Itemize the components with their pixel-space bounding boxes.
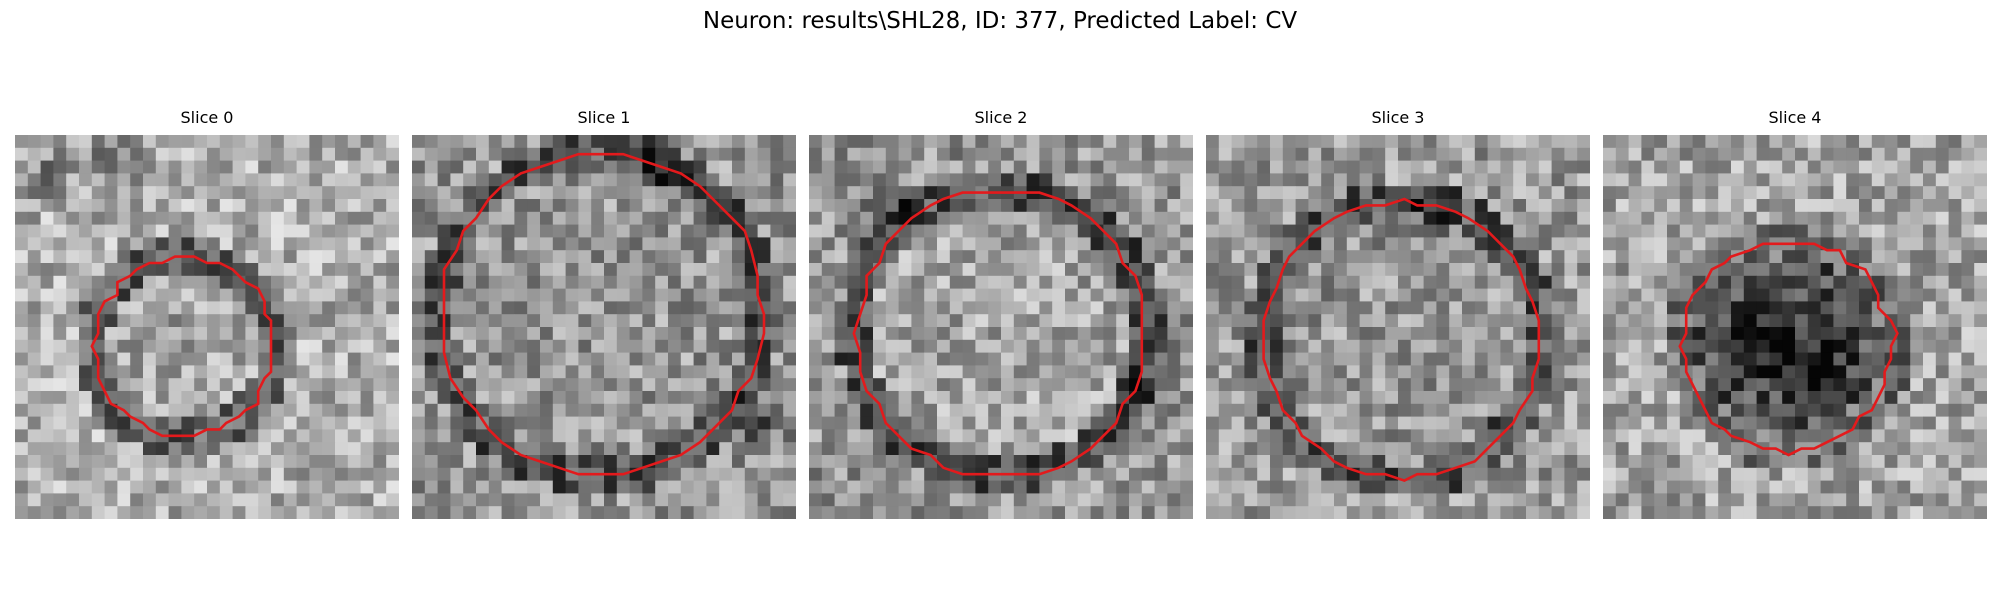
slice-image-4 <box>1603 135 1987 519</box>
slice-image-2 <box>809 135 1193 519</box>
slice-title-0: Slice 0 <box>180 108 234 127</box>
slice-panel-3: Slice 3 <box>1206 108 1590 522</box>
slice-0-svg <box>15 135 399 519</box>
contour-outline <box>442 152 766 476</box>
slice-2-svg <box>809 135 1193 519</box>
slice-image-1 <box>412 135 796 519</box>
slice-panel-1: Slice 1 <box>412 108 796 522</box>
slice-title-2: Slice 2 <box>974 108 1028 127</box>
slice-panel-2: Slice 2 <box>809 108 1193 522</box>
slice-1-svg <box>412 135 796 519</box>
contour-outline <box>1262 197 1541 483</box>
contour-outline <box>90 255 273 438</box>
contour-outline <box>1678 242 1899 457</box>
slice-3-svg <box>1206 135 1590 519</box>
slice-image-3 <box>1206 135 1590 519</box>
figure-title: Neuron: results\SHL28, ID: 377, Predicte… <box>702 8 1298 34</box>
contour-outline <box>852 191 1144 476</box>
slice-title-4: Slice 4 <box>1768 108 1822 127</box>
slice-panel-0: Slice 0 <box>15 108 399 522</box>
slice-title-3: Slice 3 <box>1371 108 1425 127</box>
slice-panel-4: Slice 4 <box>1603 108 1987 522</box>
slice-title-1: Slice 1 <box>577 108 631 127</box>
slice-4-svg <box>1603 135 1987 519</box>
slice-image-0 <box>15 135 399 519</box>
